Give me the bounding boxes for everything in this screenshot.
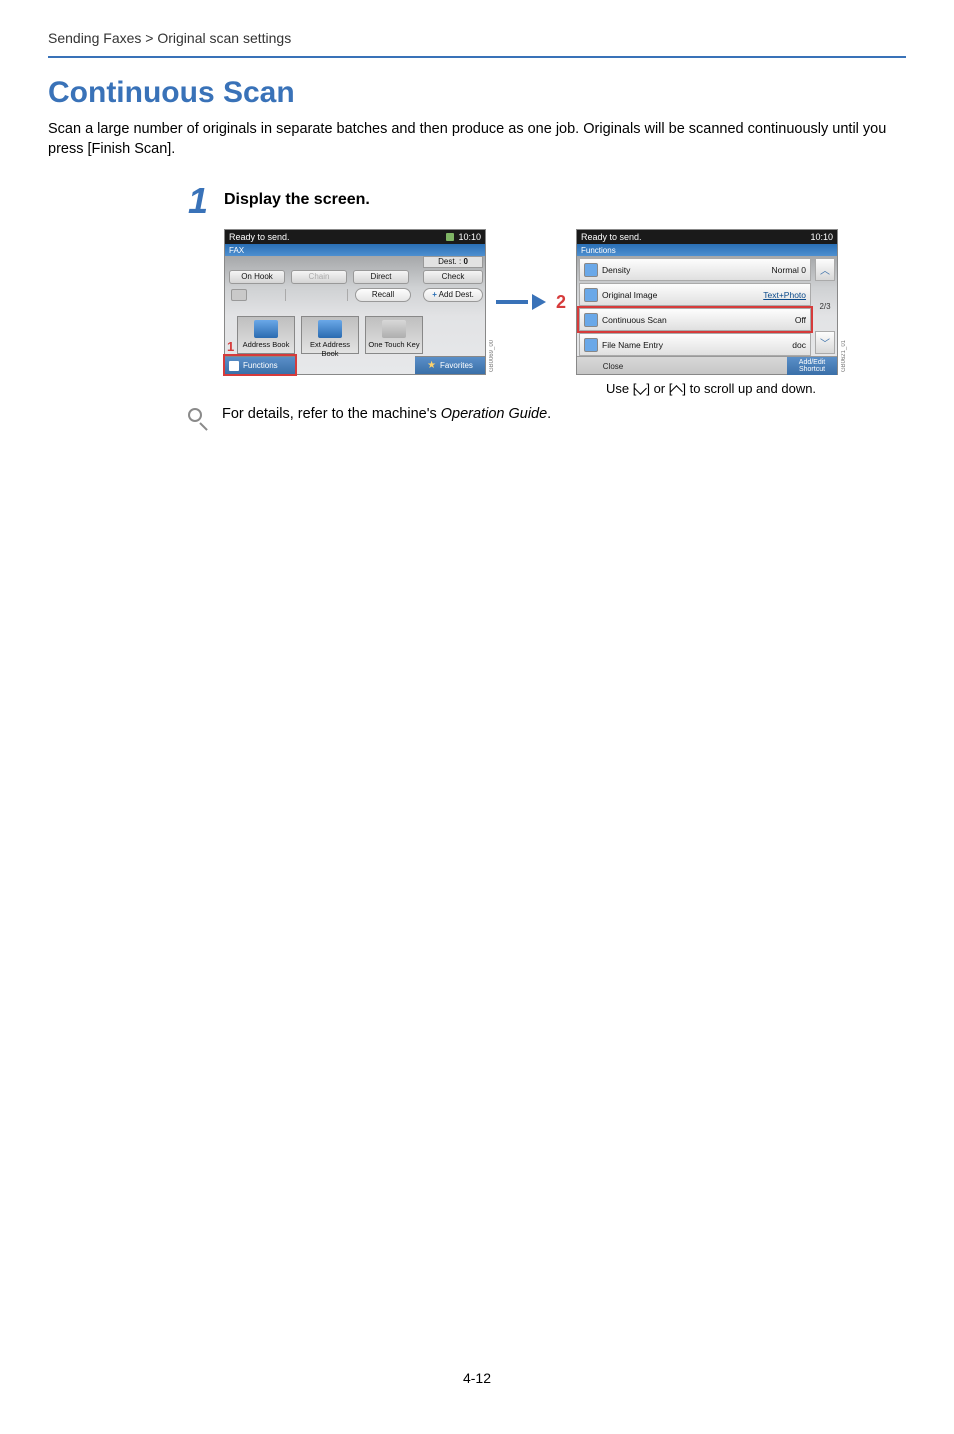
figure-code: GB0069_00 — [489, 340, 495, 372]
row-icon — [584, 338, 598, 352]
memory-icon — [446, 233, 454, 241]
one-touch-key-button[interactable]: One Touch Key — [365, 316, 423, 354]
add-edit-shortcut-button[interactable]: Add/Edit Shortcut — [787, 357, 837, 375]
scroll-down-button[interactable]: ﹀ — [815, 331, 835, 354]
function-row[interactable]: Density Normal 0 — [579, 258, 811, 281]
add-dest-label: Add Dest. — [439, 290, 474, 299]
keypad-icon — [382, 320, 406, 338]
separator — [347, 289, 348, 301]
row-label: Original Image — [602, 290, 657, 300]
dest-count: 0 — [463, 257, 467, 266]
address-book-label: Address Book — [243, 340, 290, 349]
close-button[interactable]: Close — [577, 357, 649, 375]
row-icon — [584, 288, 598, 302]
book-icon — [318, 320, 342, 338]
chevron-down-icon — [636, 384, 646, 394]
details-note: For details, refer to the machine's Oper… — [188, 406, 906, 430]
row-value: Off — [795, 315, 806, 325]
note-suffix: . — [547, 406, 551, 422]
favorites-button[interactable]: ★ Favorites — [415, 356, 485, 374]
scroll-up-button[interactable]: ︿ — [815, 258, 835, 281]
note-prefix: For details, refer to the machine's — [222, 406, 441, 422]
intro-text: Scan a large number of originals in sepa… — [48, 120, 906, 159]
note-em: Operation Guide — [441, 406, 547, 422]
screens-row: Ready to send. 10:10 FAX Dest. : 0 Check… — [224, 229, 906, 375]
add-edit-line1: Add/Edit — [799, 359, 825, 366]
row-value: Normal 0 — [772, 265, 806, 275]
note-text: For details, refer to the machine's Oper… — [222, 406, 551, 422]
status-time: 10:10 — [810, 232, 833, 242]
list-icon — [229, 361, 239, 371]
functions-button[interactable]: Functions — [225, 356, 295, 374]
on-hook-button[interactable]: On Hook — [229, 270, 285, 284]
caption-suffix: ] to scroll up and down. — [682, 381, 816, 396]
fax-send-panel: Ready to send. 10:10 FAX Dest. : 0 Check… — [224, 229, 486, 375]
favorites-label: Favorites — [440, 361, 473, 370]
magnifier-icon — [188, 408, 210, 430]
row-label: Density — [602, 265, 630, 275]
check-button[interactable]: Check — [423, 270, 483, 284]
panel-crumb: FAX — [225, 244, 485, 256]
row-value: doc — [792, 340, 806, 350]
function-row[interactable]: Continuous Scan Off — [579, 308, 811, 331]
panel2-bottom-bar: Close Add/Edit Shortcut — [577, 356, 837, 374]
status-bar: Ready to send. 10:10 — [577, 230, 837, 244]
scroll-column: ︿ 2/3 ﹀ — [815, 258, 835, 354]
add-edit-line2: Shortcut — [799, 366, 825, 373]
chain-button[interactable]: Chain — [291, 270, 347, 284]
functions-panel: Ready to send. 10:10 Functions Density No… — [576, 229, 838, 375]
function-row[interactable]: Original Image Text+Photo — [579, 283, 811, 306]
breadcrumb: Sending Faxes > Original scan settings — [48, 30, 906, 56]
add-dest-button[interactable]: + Add Dest. — [423, 288, 483, 302]
row-value: Text+Photo — [763, 290, 806, 300]
separator — [285, 289, 286, 301]
status-bar: Ready to send. 10:10 — [225, 230, 485, 244]
row-label: Continuous Scan — [602, 315, 667, 325]
page-title: Continuous Scan — [48, 76, 906, 110]
functions-label: Functions — [243, 361, 278, 370]
one-touch-key-label: One Touch Key — [368, 340, 419, 349]
ext-address-book-button[interactable]: Ext Address Book — [301, 316, 359, 354]
book-icon — [254, 320, 278, 338]
row-icon — [584, 313, 598, 327]
status-text: Ready to send. — [581, 232, 642, 242]
dest-label: Dest. : — [438, 257, 461, 266]
row-icon — [584, 263, 598, 277]
step-header: 1 Display the screen. — [178, 183, 906, 219]
address-book-button[interactable]: Address Book — [237, 316, 295, 354]
function-rows: Density Normal 0 Original Image Text+Photo C… — [579, 258, 811, 356]
dest-counter: Dest. : 0 — [423, 256, 483, 268]
caption-mid: ] or [ — [646, 381, 672, 396]
page-indicator: 2/3 — [815, 302, 835, 311]
callout-1: 1 — [227, 339, 234, 354]
direct-button[interactable]: Direct — [353, 270, 409, 284]
flow-arrow — [496, 294, 546, 310]
printer-icon — [231, 289, 247, 301]
status-time: 10:10 — [458, 232, 481, 242]
chevron-up-icon — [672, 384, 682, 394]
status-text: Ready to send. — [229, 232, 290, 242]
page-number: 4-12 — [48, 1370, 906, 1386]
scroll-caption: Use [ ] or [ ] to scroll up and down. — [606, 381, 906, 396]
function-row[interactable]: File Name Entry doc — [579, 333, 811, 356]
step-title: Display the screen. — [224, 183, 370, 209]
figure-code: GB0621_01 — [841, 340, 847, 372]
step-number: 1 — [178, 183, 208, 219]
panel-crumb: Functions — [577, 244, 837, 256]
section-rule — [48, 56, 906, 58]
panel1-bottom-bar: Functions ★ Favorites — [225, 356, 485, 374]
recall-button[interactable]: Recall — [355, 288, 411, 302]
star-icon: ★ — [427, 360, 436, 371]
callout-2: 2 — [556, 292, 566, 313]
caption-prefix: Use [ — [606, 381, 636, 396]
row-label: File Name Entry — [602, 340, 663, 350]
